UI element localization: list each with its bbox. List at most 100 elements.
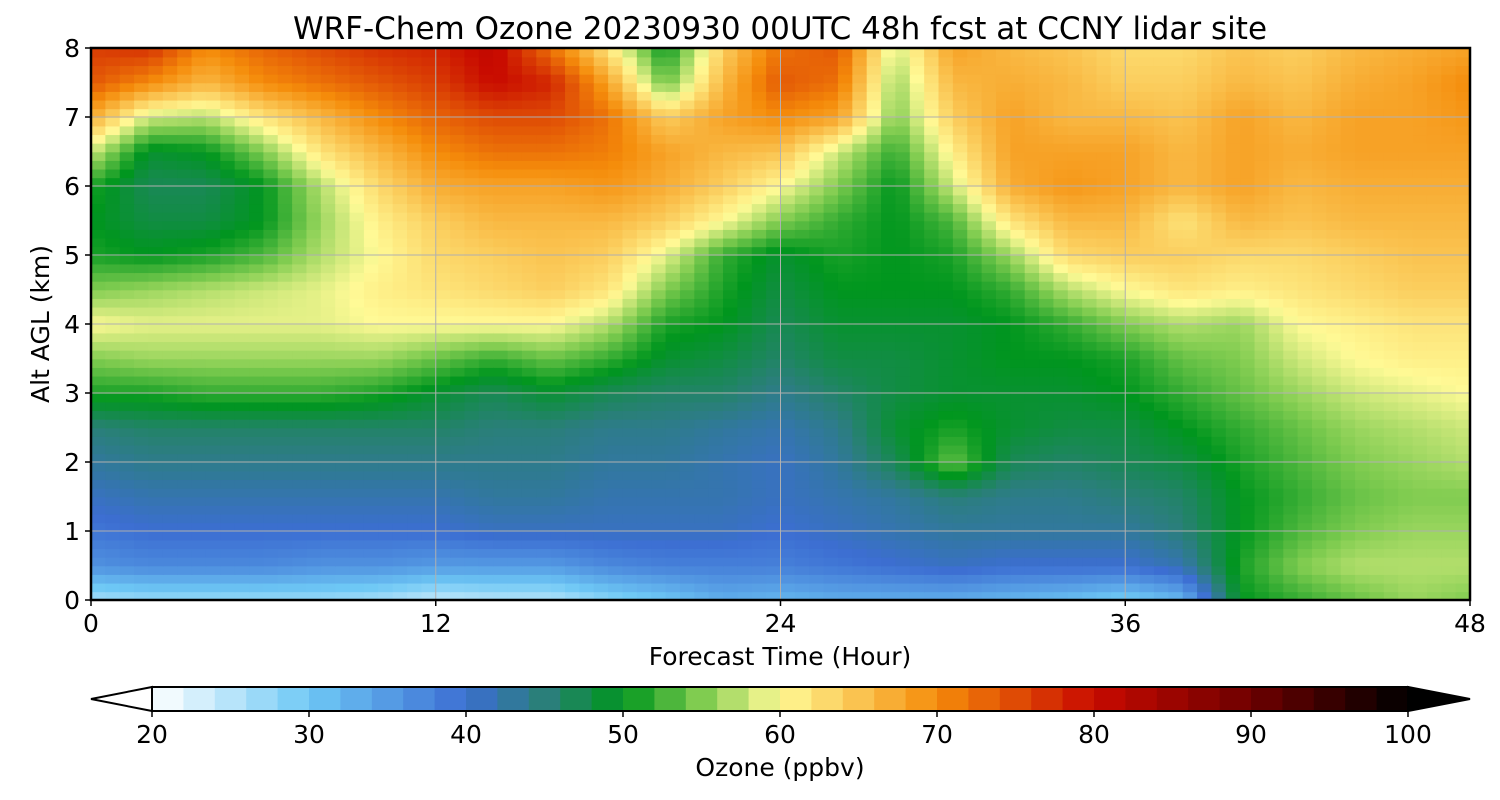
heatmap-cell [622, 194, 638, 205]
heatmap-cell [608, 548, 624, 558]
heatmap-cell [751, 341, 767, 351]
heatmap-cell [622, 280, 638, 291]
heatmap-cell [119, 177, 135, 187]
heatmap-cell [320, 341, 336, 351]
heatmap-cell [723, 522, 739, 532]
heatmap-cell [766, 565, 782, 575]
heatmap-cell [536, 522, 552, 532]
heatmap-cell [967, 574, 983, 584]
heatmap-cell [1355, 531, 1371, 541]
heatmap-cell [1067, 444, 1083, 455]
heatmap-cell [909, 453, 925, 463]
heatmap-cell [119, 280, 135, 291]
heatmap-cell [837, 513, 854, 524]
heatmap-cell [737, 151, 753, 161]
heatmap-cell [723, 591, 739, 600]
heatmap-cell [995, 496, 1012, 506]
heatmap-cell [392, 332, 408, 343]
heatmap-cell [392, 263, 408, 274]
heatmap-cell [665, 410, 681, 420]
heatmap-cell [837, 565, 854, 575]
heatmap-cell [464, 418, 480, 429]
heatmap-cell [378, 505, 394, 515]
heatmap-cell [1254, 367, 1270, 377]
heatmap-cell [292, 436, 308, 446]
heatmap-cell [450, 462, 466, 472]
heatmap-cell [952, 496, 969, 506]
heatmap-cell [593, 194, 609, 205]
heatmap-cell [1197, 574, 1213, 584]
heatmap-cell [478, 229, 495, 239]
heatmap-cell [1110, 436, 1127, 446]
heatmap-cell [1340, 341, 1356, 351]
heatmap-cell [565, 393, 581, 403]
heatmap-cell [1211, 358, 1227, 368]
heatmap-cell [1067, 462, 1083, 472]
heatmap-cell [378, 211, 394, 222]
heatmap-cell [435, 211, 451, 222]
heatmap-cell [866, 194, 882, 205]
heatmap-cell [679, 211, 696, 222]
heatmap-cell [622, 487, 638, 498]
heatmap-cell [493, 168, 509, 179]
heatmap-cell [277, 462, 293, 472]
heatmap-cell [1254, 151, 1270, 161]
heatmap-cell [1369, 306, 1385, 317]
heatmap-cell [1139, 211, 1155, 222]
heatmap-cell [1412, 272, 1428, 282]
heatmap-cell [1340, 272, 1356, 282]
heatmap-cell [766, 556, 782, 567]
heatmap-cell [751, 263, 767, 274]
heatmap-cell [1254, 220, 1270, 230]
heatmap-cell [249, 410, 265, 420]
heatmap-cell [794, 591, 811, 600]
heatmap-cell [1268, 548, 1285, 558]
heatmap-cell [234, 332, 250, 343]
heatmap-cell [995, 289, 1012, 299]
heatmap-cell [277, 168, 293, 179]
heatmap-cell [378, 436, 394, 446]
heatmap-cell [981, 341, 997, 351]
heatmap-cell [1254, 280, 1270, 291]
heatmap-cell [723, 280, 739, 291]
heatmap-cell [694, 289, 710, 299]
heatmap-cell [1268, 401, 1285, 412]
heatmap-cell [1139, 289, 1155, 299]
heatmap-cell [794, 211, 811, 222]
heatmap-cell [277, 444, 293, 455]
heatmap-cell [1125, 427, 1141, 437]
heatmap-cell [866, 151, 882, 161]
heatmap-cell [981, 582, 997, 593]
heatmap-cell [794, 349, 811, 360]
heatmap-cell [220, 324, 236, 334]
heatmap-cell [751, 280, 767, 291]
heatmap-cell [1426, 487, 1443, 498]
heatmap-cell [91, 539, 107, 550]
heatmap-cell [1268, 418, 1285, 429]
heatmap-cell [837, 315, 854, 325]
heatmap-cell [306, 384, 322, 394]
heatmap-cell [1067, 272, 1083, 282]
heatmap-cell [1412, 427, 1428, 437]
heatmap-cell [651, 410, 667, 420]
heatmap-cell [306, 539, 322, 550]
heatmap-cell [435, 263, 451, 274]
heatmap-cell [392, 160, 408, 170]
heatmap-cell [1268, 496, 1285, 506]
heatmap-cell [1283, 418, 1299, 429]
heatmap-cell [952, 280, 969, 291]
heatmap-cell [852, 315, 868, 325]
heatmap-cell [881, 177, 897, 187]
heatmap-cell [435, 349, 451, 360]
heatmap-cell [1039, 272, 1055, 282]
heatmap-cell [1311, 237, 1328, 248]
heatmap-cell [349, 211, 365, 222]
heatmap-cell [407, 574, 423, 584]
heatmap-cell [679, 194, 696, 205]
heatmap-cell [507, 582, 523, 593]
heatmap-cell [148, 237, 164, 248]
heatmap-cell [981, 479, 997, 489]
heatmap-cell [91, 332, 107, 343]
heatmap-cell [665, 418, 681, 429]
heatmap-cell [1412, 453, 1428, 463]
